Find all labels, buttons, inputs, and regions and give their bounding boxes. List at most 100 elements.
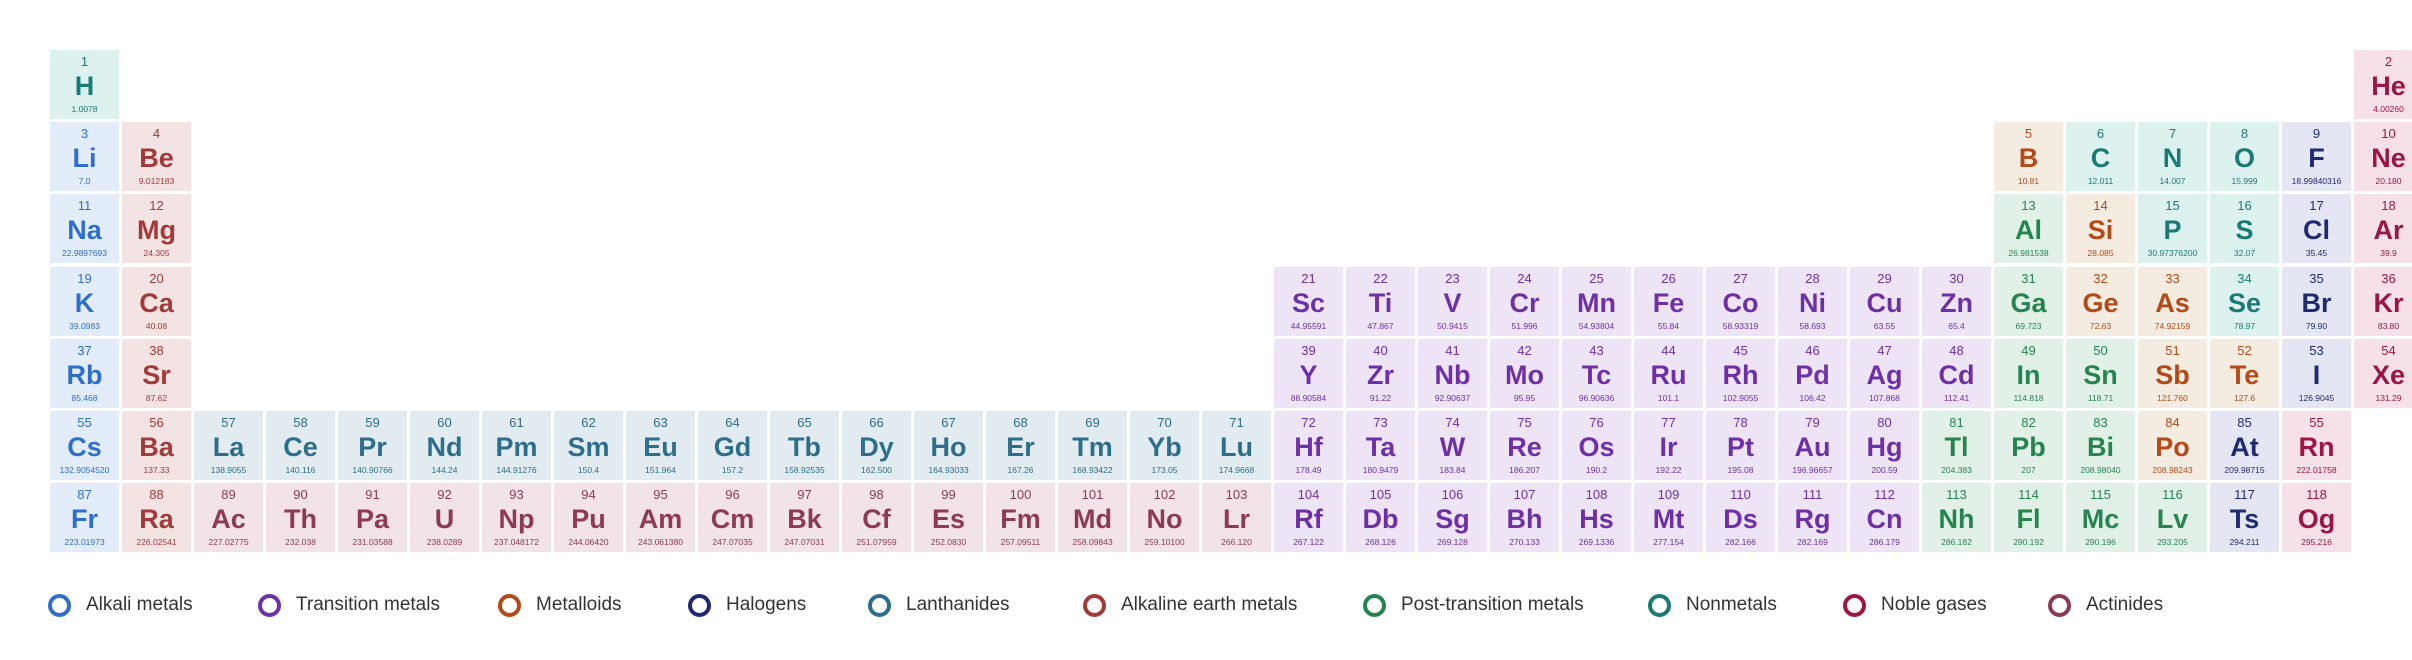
- element-cell-te[interactable]: 52 Te 127.6: [2210, 339, 2279, 408]
- legend-item-nonmetal[interactable]: Nonmetals: [1648, 590, 1777, 620]
- element-cell-no[interactable]: 102 No 259.10100: [1130, 483, 1199, 552]
- element-cell-nd[interactable]: 60 Nd 144.24: [410, 411, 479, 480]
- element-cell-th[interactable]: 90 Th 232.038: [266, 483, 335, 552]
- element-cell-as[interactable]: 33 As 74.92159: [2138, 267, 2207, 336]
- element-cell-bh[interactable]: 107 Bh 270.133: [1490, 483, 1559, 552]
- element-cell-ge[interactable]: 32 Ge 72.63: [2066, 267, 2135, 336]
- element-cell-sr[interactable]: 38 Sr 87.62: [122, 339, 191, 408]
- element-cell-ra[interactable]: 88 Ra 226.02541: [122, 483, 191, 552]
- element-cell-bi[interactable]: 83 Bi 208.98040: [2066, 411, 2135, 480]
- element-cell-ag[interactable]: 47 Ag 107.868: [1850, 339, 1919, 408]
- element-cell-pm[interactable]: 61 Pm 144.91276: [482, 411, 551, 480]
- element-cell-fm[interactable]: 100 Fm 257.09511: [986, 483, 1055, 552]
- element-cell-b[interactable]: 5 B 10.81: [1994, 122, 2063, 191]
- element-cell-ac[interactable]: 89 Ac 227.02775: [194, 483, 263, 552]
- element-cell-cu[interactable]: 29 Cu 63.55: [1850, 267, 1919, 336]
- element-cell-yb[interactable]: 70 Yb 173.05: [1130, 411, 1199, 480]
- element-cell-sn[interactable]: 50 Sn 118.71: [2066, 339, 2135, 408]
- element-cell-ts[interactable]: 117 Ts 294.211: [2210, 483, 2279, 552]
- element-cell-po[interactable]: 84 Po 208.98243: [2138, 411, 2207, 480]
- element-cell-np[interactable]: 93 Np 237.048172: [482, 483, 551, 552]
- element-cell-sm[interactable]: 62 Sm 150.4: [554, 411, 623, 480]
- element-cell-u[interactable]: 92 U 238.0289: [410, 483, 479, 552]
- element-cell-v[interactable]: 23 V 50.9415: [1418, 267, 1487, 336]
- element-cell-he[interactable]: 2 He 4.00260: [2354, 50, 2412, 119]
- element-cell-br[interactable]: 35 Br 79.90: [2282, 267, 2351, 336]
- element-cell-ne[interactable]: 10 Ne 20.180: [2354, 122, 2412, 191]
- element-cell-rb[interactable]: 37 Rb 85.468: [50, 339, 119, 408]
- element-cell-rh[interactable]: 45 Rh 102.9055: [1706, 339, 1775, 408]
- element-cell-be[interactable]: 4 Be 9.012183: [122, 122, 191, 191]
- element-cell-cn[interactable]: 112 Cn 286.179: [1850, 483, 1919, 552]
- element-cell-ce[interactable]: 58 Ce 140.116: [266, 411, 335, 480]
- element-cell-ti[interactable]: 22 Ti 47.867: [1346, 267, 1415, 336]
- element-cell-er[interactable]: 68 Er 167.26: [986, 411, 1055, 480]
- element-cell-i[interactable]: 53 I 126.9045: [2282, 339, 2351, 408]
- element-cell-mg[interactable]: 12 Mg 24.305: [122, 194, 191, 263]
- element-cell-s[interactable]: 16 S 32.07: [2210, 194, 2279, 263]
- element-cell-nb[interactable]: 41 Nb 92.90637: [1418, 339, 1487, 408]
- legend-item-posttransition[interactable]: Post-transition metals: [1363, 590, 1584, 620]
- element-cell-cr[interactable]: 24 Cr 51.996: [1490, 267, 1559, 336]
- element-cell-mn[interactable]: 25 Mn 54.93804: [1562, 267, 1631, 336]
- element-cell-mt[interactable]: 109 Mt 277.154: [1634, 483, 1703, 552]
- element-cell-fr[interactable]: 87 Fr 223.01973: [50, 483, 119, 552]
- element-cell-k[interactable]: 19 K 39.0983: [50, 267, 119, 336]
- element-cell-ds[interactable]: 110 Ds 282.166: [1706, 483, 1775, 552]
- element-cell-o[interactable]: 8 O 15.999: [2210, 122, 2279, 191]
- element-cell-sg[interactable]: 106 Sg 269.128: [1418, 483, 1487, 552]
- element-cell-cd[interactable]: 48 Cd 112.41: [1922, 339, 1991, 408]
- element-cell-tl[interactable]: 81 Tl 204.383: [1922, 411, 1991, 480]
- element-cell-cm[interactable]: 96 Cm 247.07035: [698, 483, 767, 552]
- element-cell-am[interactable]: 95 Am 243.061380: [626, 483, 695, 552]
- element-cell-es[interactable]: 99 Es 252.0830: [914, 483, 983, 552]
- element-cell-se[interactable]: 34 Se 78.97: [2210, 267, 2279, 336]
- element-cell-ho[interactable]: 67 Ho 164.93033: [914, 411, 983, 480]
- legend-item-transition[interactable]: Transition metals: [258, 590, 440, 620]
- element-cell-zr[interactable]: 40 Zr 91.22: [1346, 339, 1415, 408]
- legend-item-halogen[interactable]: Halogens: [688, 590, 806, 620]
- element-cell-c[interactable]: 6 C 12.011: [2066, 122, 2135, 191]
- element-cell-au[interactable]: 79 Au 196.96657: [1778, 411, 1847, 480]
- legend-item-noble[interactable]: Noble gases: [1843, 590, 1987, 620]
- element-cell-db[interactable]: 105 Db 268.126: [1346, 483, 1415, 552]
- element-cell-hg[interactable]: 80 Hg 200.59: [1850, 411, 1919, 480]
- element-cell-lr[interactable]: 103 Lr 266.120: [1202, 483, 1271, 552]
- element-cell-ga[interactable]: 31 Ga 69.723: [1994, 267, 2063, 336]
- element-cell-ca[interactable]: 20 Ca 40.08: [122, 267, 191, 336]
- element-cell-gd[interactable]: 64 Gd 157.2: [698, 411, 767, 480]
- element-cell-li[interactable]: 3 Li 7.0: [50, 122, 119, 191]
- element-cell-hs[interactable]: 108 Hs 269.1336: [1562, 483, 1631, 552]
- element-cell-la[interactable]: 57 La 138.9055: [194, 411, 263, 480]
- element-cell-sc[interactable]: 21 Sc 44.95591: [1274, 267, 1343, 336]
- element-cell-w[interactable]: 74 W 183.84: [1418, 411, 1487, 480]
- element-cell-lu[interactable]: 71 Lu 174.9668: [1202, 411, 1271, 480]
- element-cell-tb[interactable]: 65 Tb 158.92535: [770, 411, 839, 480]
- element-cell-rf[interactable]: 104 Rf 267.122: [1274, 483, 1343, 552]
- element-cell-dy[interactable]: 66 Dy 162.500: [842, 411, 911, 480]
- element-cell-p[interactable]: 15 P 30.97376200: [2138, 194, 2207, 263]
- element-cell-sb[interactable]: 51 Sb 121.760: [2138, 339, 2207, 408]
- element-cell-h[interactable]: 1 H 1.0078: [50, 50, 119, 119]
- element-cell-nh[interactable]: 113 Nh 286.182: [1922, 483, 1991, 552]
- element-cell-lv[interactable]: 116 Lv 293.205: [2138, 483, 2207, 552]
- element-cell-mo[interactable]: 42 Mo 95.95: [1490, 339, 1559, 408]
- element-cell-pa[interactable]: 91 Pa 231.03588: [338, 483, 407, 552]
- element-cell-cs[interactable]: 55 Cs 132.9054520: [50, 411, 119, 480]
- element-cell-pt[interactable]: 78 Pt 195.08: [1706, 411, 1775, 480]
- element-cell-ni[interactable]: 28 Ni 58.693: [1778, 267, 1847, 336]
- element-cell-pd[interactable]: 46 Pd 106.42: [1778, 339, 1847, 408]
- element-cell-n[interactable]: 7 N 14.007: [2138, 122, 2207, 191]
- element-cell-rn[interactable]: 55 Rn 222.01758: [2282, 411, 2351, 480]
- element-cell-si[interactable]: 14 Si 28.085: [2066, 194, 2135, 263]
- legend-item-alkali[interactable]: Alkali metals: [48, 590, 193, 620]
- element-cell-re[interactable]: 75 Re 186.207: [1490, 411, 1559, 480]
- element-cell-f[interactable]: 9 F 18.99840316: [2282, 122, 2351, 191]
- element-cell-og[interactable]: 118 Og 295.216: [2282, 483, 2351, 552]
- element-cell-mc[interactable]: 115 Mc 290.196: [2066, 483, 2135, 552]
- legend-item-actinide[interactable]: Actinides: [2048, 590, 2163, 620]
- element-cell-bk[interactable]: 97 Bk 247.07031: [770, 483, 839, 552]
- element-cell-pr[interactable]: 59 Pr 140.90766: [338, 411, 407, 480]
- element-cell-at[interactable]: 85 At 209.98715: [2210, 411, 2279, 480]
- element-cell-fe[interactable]: 26 Fe 55.84: [1634, 267, 1703, 336]
